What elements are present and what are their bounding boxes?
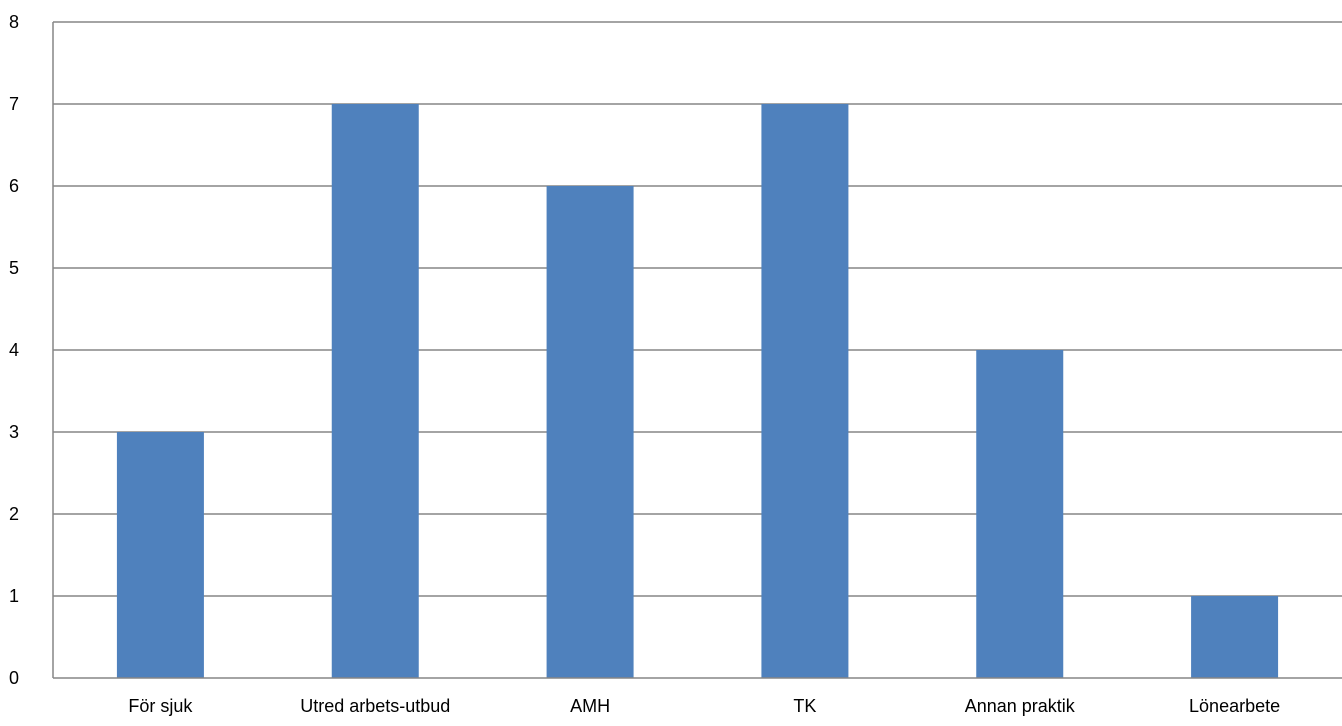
x-tick-label: TK [793,696,816,716]
y-tick-label: 3 [9,422,19,442]
bar-6 [1191,596,1279,678]
x-tick-label: Utred arbets-utbud [300,696,450,716]
bar-3 [546,186,634,678]
y-tick-label: 1 [9,586,19,606]
bar-2 [331,104,419,678]
y-tick-labels: 0 1 2 3 4 5 6 7 8 [9,12,19,688]
x-tick-label: Annan praktik [965,696,1076,716]
bar-5 [976,350,1064,678]
y-tick-label: 6 [9,176,19,196]
y-tick-label: 0 [9,668,19,688]
y-tick-label: 8 [9,12,19,32]
x-tick-label: AMH [570,696,610,716]
y-tick-label: 7 [9,94,19,114]
bars [116,104,1279,678]
y-tick-label: 4 [9,340,19,360]
y-tick-label: 5 [9,258,19,278]
x-tick-labels: För sjuk Utred arbets-utbud AMH TK Annan pra… [128,696,1280,716]
x-tick-label: För sjuk [128,696,193,716]
bar-4 [761,104,849,678]
y-tick-label: 2 [9,504,19,524]
gridlines [53,21,1342,597]
x-tick-label: Lönearbete [1189,696,1280,716]
bar-1 [116,432,204,678]
